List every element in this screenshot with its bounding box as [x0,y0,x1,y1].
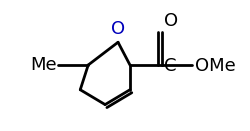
Text: C: C [163,57,175,75]
Text: O: O [110,20,124,38]
Text: Me: Me [30,56,56,74]
Text: O: O [163,12,177,30]
Text: OMe: OMe [194,57,234,75]
